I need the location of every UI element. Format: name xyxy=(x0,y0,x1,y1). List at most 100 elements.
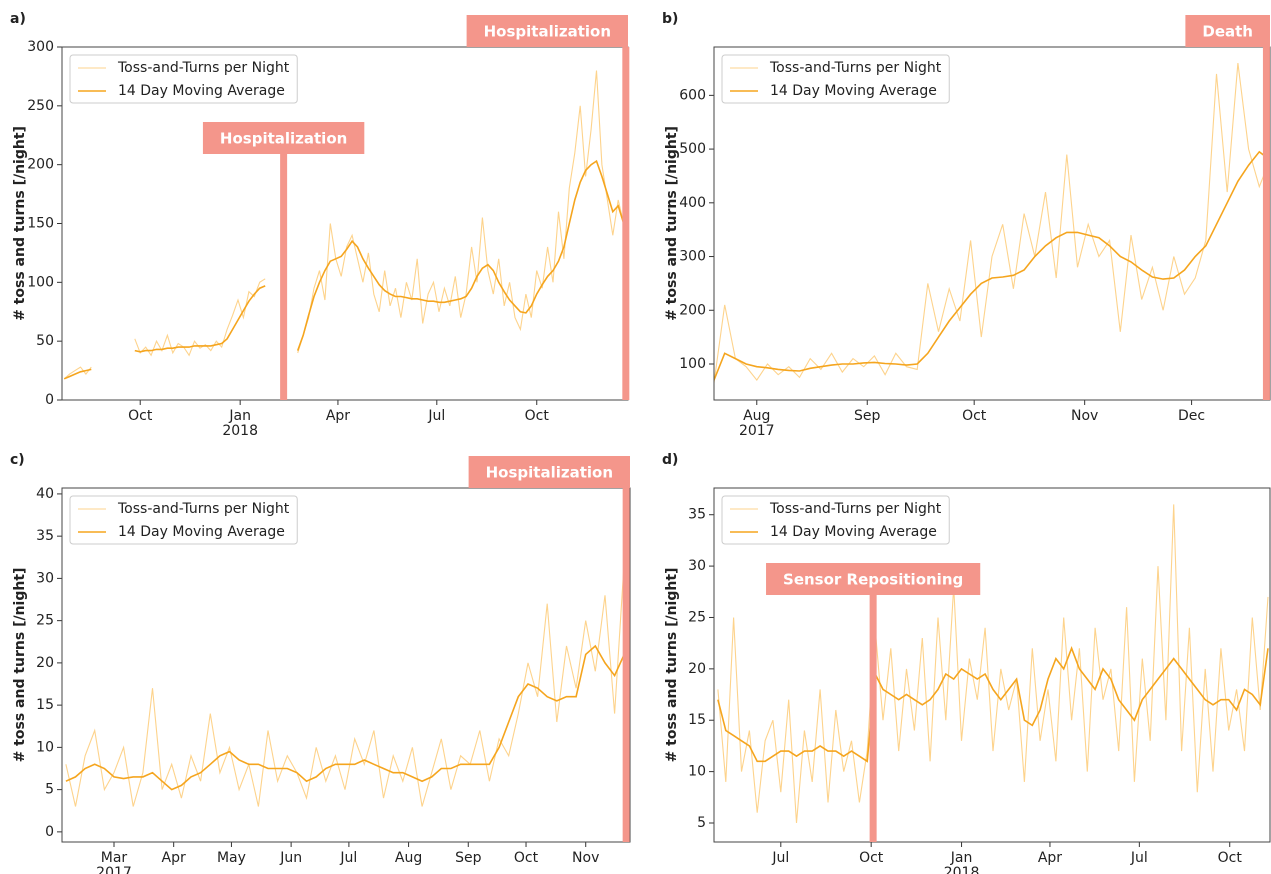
y-tick-label: 200 xyxy=(27,157,54,173)
legend-frame xyxy=(69,495,298,545)
x-tick-label: Oct xyxy=(962,408,987,424)
series-line xyxy=(65,561,625,807)
legend-label: Toss-and-Turns per Night xyxy=(769,501,942,517)
panel: a) # toss and turns [/night] 0 50 100 150 200 2… xyxy=(10,11,630,439)
y-tick-label: 300 xyxy=(27,39,54,55)
annotation-box xyxy=(468,456,630,488)
x-tick-label: Sep xyxy=(455,850,482,866)
legend-label: 14 Day Moving Average xyxy=(118,83,285,99)
annotation-line xyxy=(280,154,288,400)
y-tick-label: 30 xyxy=(688,558,706,574)
y-tick-label: 0 xyxy=(45,824,54,840)
y-tick-label: 20 xyxy=(36,655,54,671)
y-tick-label: 40 xyxy=(36,486,54,502)
x-tick-label: Jul xyxy=(427,408,445,424)
series-line xyxy=(63,70,625,380)
y-tick-label: 25 xyxy=(688,609,706,625)
legend: Toss-and-Turns per Night 14 Day Moving Av… xyxy=(69,54,298,104)
panel-label: a) xyxy=(10,11,26,27)
x-tick-label: Jul xyxy=(771,850,789,866)
y-tick-label: 15 xyxy=(688,712,706,728)
y-tick-label: 10 xyxy=(36,739,54,755)
panel: b) # toss and turns [/night] 100 200 300 400 5… xyxy=(662,11,1271,439)
x-tick-label: Jun xyxy=(279,850,302,866)
annotation-box xyxy=(466,15,628,47)
annotation-text: Sensor Repositioning xyxy=(783,571,963,589)
annotation-line xyxy=(622,488,630,842)
annotation-line xyxy=(1262,47,1270,400)
annotation-box xyxy=(202,122,365,154)
y-tick-label: 5 xyxy=(45,782,54,798)
legend-label: Toss-and-Turns per Night xyxy=(769,60,942,76)
annotation-box xyxy=(766,563,981,595)
y-tick-label: 15 xyxy=(36,697,54,713)
x-tick-label: Jan 2018 xyxy=(222,408,258,439)
y-tick-label: 10 xyxy=(688,764,706,780)
annotation-text: Hospitalization xyxy=(220,130,347,148)
plot-frame xyxy=(61,487,631,843)
legend: Toss-and-Turns per Night 14 Day Moving Av… xyxy=(721,495,950,545)
plot-frame xyxy=(713,487,1271,843)
y-tick-label: 20 xyxy=(688,661,706,677)
series-line xyxy=(65,644,625,791)
x-tick-label: Oct xyxy=(1218,850,1243,866)
panel-label: b) xyxy=(662,11,678,27)
x-tick-label: Apr xyxy=(1038,850,1062,866)
y-axis-label: # toss and turns [/night] xyxy=(12,126,28,321)
x-tick-label: Jan 2018 xyxy=(944,850,980,874)
y-tick-label: 150 xyxy=(27,216,54,232)
x-tick-label: Oct xyxy=(514,850,539,866)
series-line xyxy=(63,159,625,380)
annotation-line xyxy=(869,595,877,842)
series-line xyxy=(714,150,1270,381)
x-tick-label: Apr xyxy=(162,850,186,866)
y-tick-label: 5 xyxy=(697,815,706,831)
x-tick-label: Jul xyxy=(1130,850,1148,866)
panel: d) # toss and turns [/night] 5 10 15 20 25 30 35… xyxy=(662,452,1271,874)
legend-label: 14 Day Moving Average xyxy=(770,83,937,99)
panel-label: d) xyxy=(662,452,678,468)
x-tick-label: Aug xyxy=(395,850,422,866)
panel: c) # toss and turns [/night] 0 5 10 15 20 25 30 3… xyxy=(10,452,631,874)
y-tick-label: 25 xyxy=(36,613,54,629)
series-line xyxy=(714,63,1270,383)
x-tick-label: Mar 2017 xyxy=(96,850,132,874)
legend-frame xyxy=(721,495,950,545)
y-tick-label: 35 xyxy=(688,507,706,523)
y-tick-label: 35 xyxy=(36,528,54,544)
x-tick-label: Sep xyxy=(854,408,881,424)
y-tick-label: 500 xyxy=(679,141,706,157)
y-tick-label: 30 xyxy=(36,570,54,586)
legend-label: Toss-and-Turns per Night xyxy=(117,501,290,517)
legend: Toss-and-Turns per Night 14 Day Moving Av… xyxy=(721,54,950,104)
series-line xyxy=(717,646,1269,763)
x-tick-label: Oct xyxy=(525,408,550,424)
annotation-box xyxy=(1185,15,1270,47)
legend-label: 14 Day Moving Average xyxy=(118,524,285,540)
annotation-text: Hospitalization xyxy=(484,23,611,41)
y-tick-label: 200 xyxy=(679,302,706,318)
annotation-text: Hospitalization xyxy=(486,464,613,482)
y-tick-label: 100 xyxy=(27,274,54,290)
y-tick-label: 300 xyxy=(679,249,706,265)
y-tick-label: 600 xyxy=(679,87,706,103)
y-tick-label: 0 xyxy=(45,392,54,408)
y-axis-label: # toss and turns [/night] xyxy=(664,568,680,763)
x-tick-label: Dec xyxy=(1178,408,1205,424)
legend-frame xyxy=(721,54,950,104)
plot-frame xyxy=(713,46,1271,401)
x-tick-label: Oct xyxy=(128,408,153,424)
x-tick-label: May xyxy=(217,850,246,866)
x-tick-label: Nov xyxy=(1071,408,1098,424)
y-tick-label: 250 xyxy=(27,98,54,114)
y-axis-label: # toss and turns [/night] xyxy=(12,568,28,763)
series-line xyxy=(717,504,1269,824)
legend-frame xyxy=(69,54,298,104)
y-tick-label: 100 xyxy=(679,356,706,372)
annotation-line xyxy=(622,47,630,400)
annotation-text: Death xyxy=(1202,23,1253,41)
x-tick-label: Aug 2017 xyxy=(739,408,775,439)
legend-label: Toss-and-Turns per Night xyxy=(117,60,290,76)
x-tick-label: Nov xyxy=(572,850,599,866)
